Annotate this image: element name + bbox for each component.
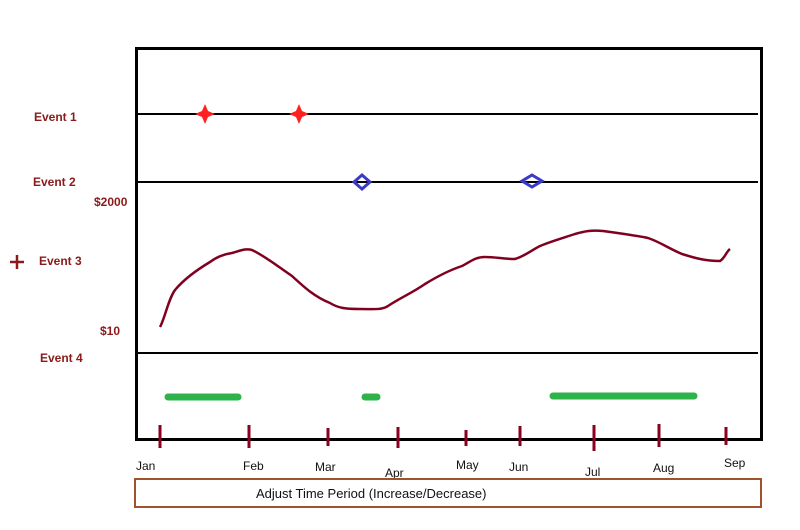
month-label: Mar — [315, 460, 336, 474]
adjust-time-period-label: Adjust Time Period (Increase/Decrease) — [256, 486, 487, 501]
month-label: Aug — [653, 461, 675, 475]
month-label: Feb — [243, 459, 264, 473]
adjust-time-period-button[interactable]: Adjust Time Period (Increase/Decrease) — [134, 478, 762, 508]
event-4-label: Event 4 — [40, 351, 83, 365]
event-3-series-line — [158, 229, 731, 328]
event-2-marker[interactable] — [519, 173, 545, 189]
month-label: Jul — [585, 465, 601, 479]
month-label: Sep — [724, 456, 746, 470]
event-3-label: Event 3 — [39, 254, 82, 268]
month-label: Jun — [509, 460, 529, 474]
event-2-label: Event 2 — [33, 175, 76, 189]
event-1-label: Event 1 — [34, 110, 77, 124]
month-label: May — [456, 458, 479, 472]
timeline-frame — [135, 47, 763, 441]
plus-icon[interactable] — [8, 253, 26, 271]
month-label: Jan — [136, 459, 156, 473]
event-2-marker[interactable] — [351, 173, 373, 191]
month-label: Apr — [385, 466, 404, 480]
value-low-label: $10 — [100, 324, 121, 338]
value-high-label: $2000 — [94, 195, 128, 209]
event-1-marker[interactable] — [195, 104, 215, 124]
event-1-marker[interactable] — [289, 104, 309, 124]
